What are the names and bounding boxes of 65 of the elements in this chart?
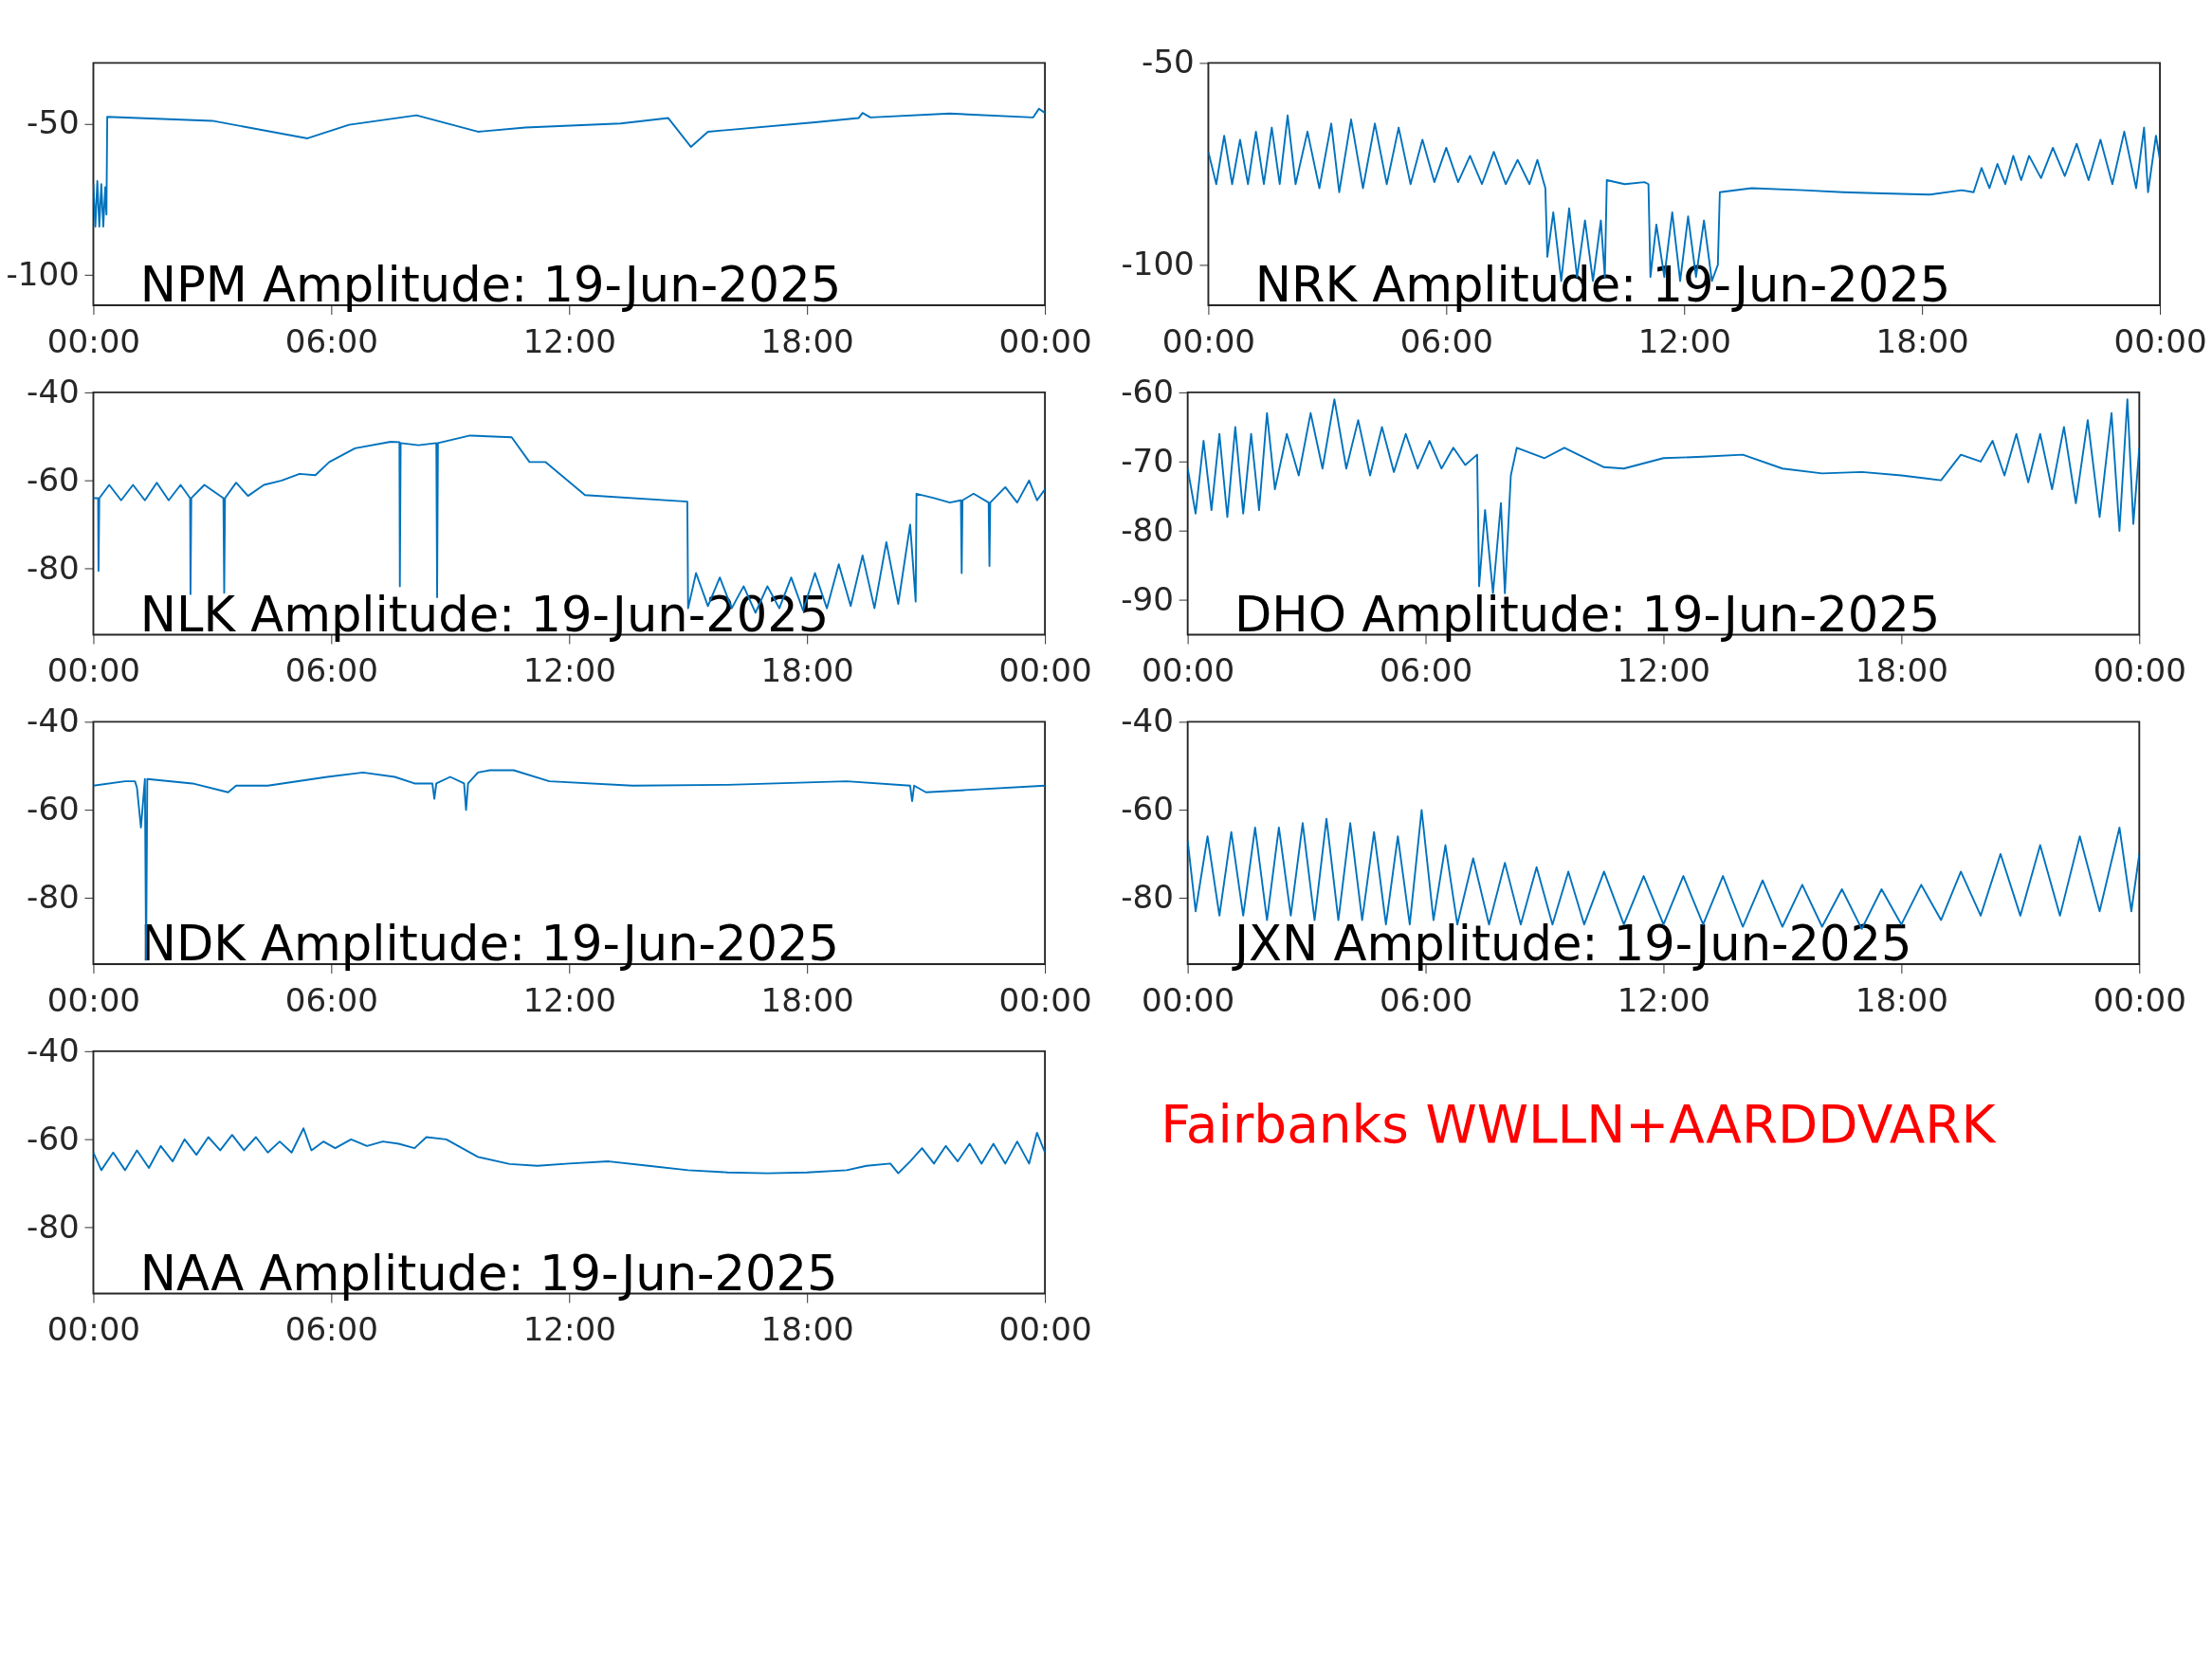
x-tick-label: 06:00 (1379, 980, 1473, 1019)
x-tick-label: 12:00 (522, 651, 616, 690)
text: JXN Amplitude: 19-Jun-2025 (1231, 916, 1912, 973)
x-tick-label: 00:00 (998, 980, 1092, 1019)
x-tick-label: 06:00 (1379, 651, 1473, 690)
x-tick-label: 00:00 (1142, 651, 1235, 690)
x-tick-label: 00:00 (998, 1310, 1092, 1349)
line-series (93, 107, 1046, 228)
x-tick-label: 00:00 (1142, 980, 1235, 1019)
y-tick-label: -50 (27, 103, 80, 142)
x-tick-label: 00:00 (2093, 980, 2186, 1019)
x-tick-label: 18:00 (760, 980, 854, 1019)
y-tick-label: -80 (27, 548, 80, 587)
x-tick-label: 06:00 (284, 980, 378, 1019)
y-tick-label: -90 (1121, 579, 1174, 618)
x-tick-label: 06:00 (284, 321, 378, 360)
y-tick-label: -70 (1121, 441, 1174, 480)
x-tick-label: 12:00 (1617, 980, 1711, 1019)
x-tick-label: 12:00 (1617, 651, 1711, 690)
text: NLK Amplitude: 19-Jun-2025 (139, 586, 830, 643)
line-series (1187, 398, 2140, 594)
x-tick-label: 00:00 (46, 1310, 141, 1349)
x-tick-label: 12:00 (522, 321, 616, 360)
y-tick-label: -60 (27, 790, 80, 829)
x-tick-label: 00:00 (2093, 651, 2186, 690)
y-tick-label: -40 (27, 1030, 80, 1069)
y-tick-label: -80 (27, 878, 80, 917)
x-tick-label: 18:00 (760, 651, 854, 690)
y-tick-label: -50 (1142, 43, 1195, 82)
y-tick-label: -80 (1121, 510, 1174, 549)
y-tick-label: -40 (1121, 702, 1174, 740)
y-tick-label: -60 (27, 460, 80, 499)
y-tick-label: -100 (6, 254, 80, 293)
x-tick-label: 18:00 (760, 321, 854, 360)
x-tick-label: 18:00 (760, 1310, 854, 1349)
x-tick-label: 12:00 (1637, 321, 1731, 360)
x-tick-label: 06:00 (284, 651, 378, 690)
text: NPM Amplitude: 19-Jun-2025 (139, 257, 842, 314)
y-tick-label: -40 (27, 702, 80, 740)
x-tick-label: 12:00 (522, 1310, 616, 1349)
y-tick-label: -80 (1121, 878, 1174, 917)
x-tick-label: 18:00 (1855, 980, 1948, 1019)
x-tick-label: 18:00 (1875, 321, 1969, 360)
line-series (93, 1127, 1046, 1175)
y-tick-label: -60 (1121, 790, 1174, 829)
x-tick-label: 00:00 (46, 651, 141, 690)
x-tick-label: 00:00 (998, 321, 1092, 360)
text: NAA Amplitude: 19-Jun-2025 (139, 1245, 838, 1302)
x-tick-label: 06:00 (284, 1310, 378, 1349)
y-tick-label: -40 (27, 372, 80, 410)
x-tick-label: 00:00 (46, 980, 141, 1019)
text: Fairbanks WWLLN+AARDDVARK (1161, 1094, 1998, 1156)
y-tick-label: -100 (1121, 245, 1195, 283)
text: DHO Amplitude: 19-Jun-2025 (1234, 586, 1941, 643)
x-tick-label: 18:00 (1855, 651, 1948, 690)
y-tick-label: -80 (27, 1207, 80, 1246)
x-tick-label: 00:00 (998, 651, 1092, 690)
x-tick-label: 00:00 (2113, 321, 2207, 360)
y-tick-label: -60 (1121, 372, 1174, 410)
x-tick-label: 00:00 (1161, 321, 1256, 360)
text: NRK Amplitude: 19-Jun-2025 (1254, 257, 1951, 314)
x-tick-label: 00:00 (46, 321, 141, 360)
x-tick-label: 12:00 (522, 980, 616, 1019)
y-tick-label: -60 (27, 1119, 80, 1158)
x-tick-label: 06:00 (1399, 321, 1493, 360)
